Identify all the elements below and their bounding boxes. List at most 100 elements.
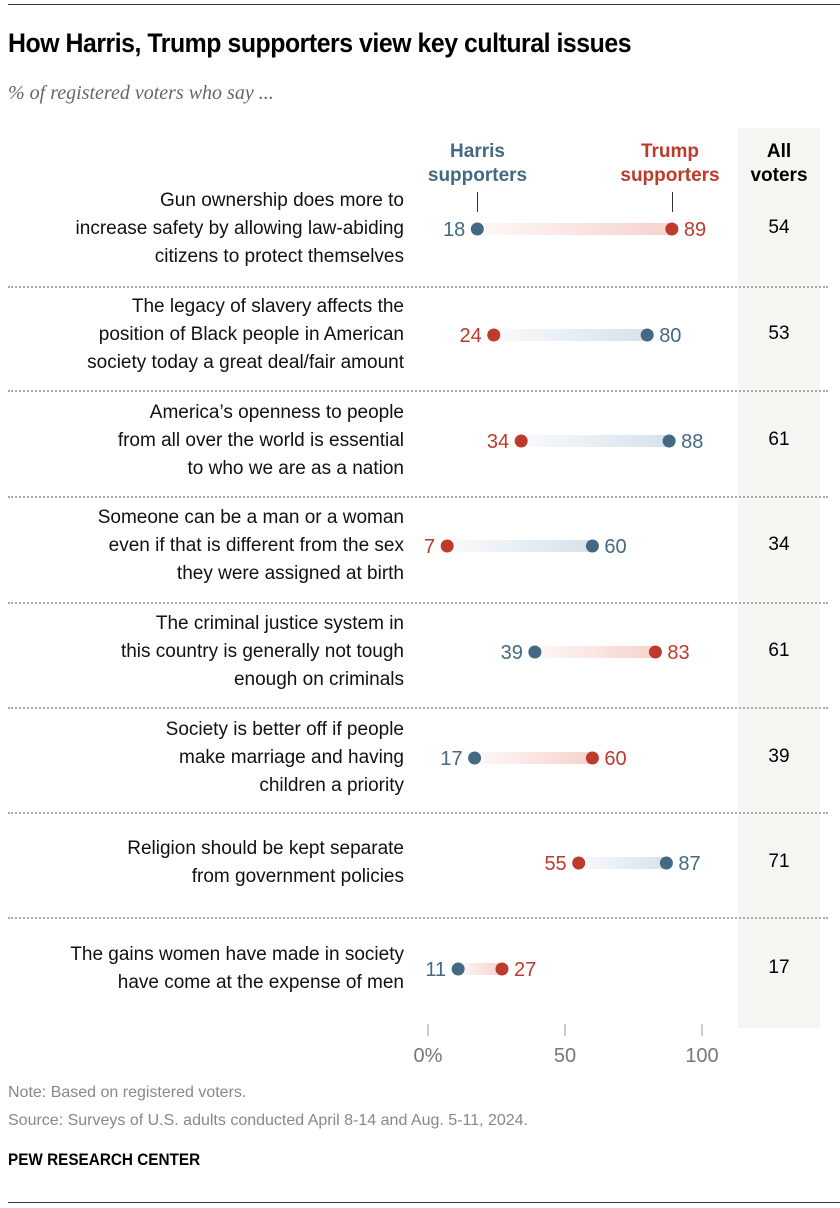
trump-value-label: 24 bbox=[460, 325, 482, 347]
footer-source: Source: Surveys of U.S. adults conducted… bbox=[8, 1112, 529, 1129]
row-label-line: position of Black people in American bbox=[98, 324, 404, 345]
all-voters-value: 53 bbox=[768, 323, 790, 344]
all-voters-value: 54 bbox=[768, 217, 790, 238]
range-bar bbox=[493, 329, 648, 341]
harris-value-label: 18 bbox=[443, 219, 465, 241]
x-tick-label: 100 bbox=[685, 1045, 718, 1067]
row-separator bbox=[8, 602, 828, 604]
row-label-line: children a priority bbox=[259, 775, 404, 796]
harris-value-label: 80 bbox=[659, 325, 681, 347]
x-tick-label: 50 bbox=[554, 1045, 576, 1067]
row-label-line: Someone can be a man or a woman bbox=[97, 507, 404, 528]
row-label: Someone can be a man or a woman even if t… bbox=[0, 504, 404, 588]
row-label-line: this country is generally not tough bbox=[120, 641, 404, 662]
bottom-rule bbox=[8, 1202, 840, 1203]
all-header-line1: All bbox=[766, 141, 792, 162]
row-label: Society is better off if people make marr… bbox=[0, 716, 404, 800]
row-label-line: The criminal justice system in bbox=[155, 613, 404, 634]
range-bar bbox=[477, 223, 672, 235]
range-bar bbox=[447, 540, 593, 552]
range-bar bbox=[534, 646, 656, 658]
trump-dot bbox=[487, 328, 501, 342]
row-label-line: even if that is different from the sex bbox=[108, 535, 404, 556]
harris-dot bbox=[451, 962, 465, 976]
row-label-line: citizens to protect themselves bbox=[154, 246, 404, 267]
row-label-line: Religion should be kept separate bbox=[127, 838, 404, 859]
row-label-line: The gains women have made in society bbox=[70, 944, 404, 965]
trump-header-line2: supporters bbox=[620, 165, 720, 186]
chart-subtitle: % of registered voters who say ... bbox=[8, 82, 274, 104]
harris-value-label: 60 bbox=[604, 536, 626, 558]
harris-header: Harris supporters bbox=[405, 140, 550, 188]
harris-header-line2: supporters bbox=[427, 165, 528, 186]
row-label-line: make marriage and having bbox=[179, 747, 404, 768]
row-separator bbox=[8, 390, 828, 392]
harris-value-label: 88 bbox=[681, 431, 703, 453]
row-label-line: The legacy of slavery affects the bbox=[131, 296, 404, 317]
trump-dot bbox=[495, 962, 509, 976]
row-label-line: society today a great deal/fair amount bbox=[87, 352, 404, 373]
harris-value-label: 17 bbox=[440, 748, 462, 770]
harris-value-label: 11 bbox=[425, 959, 446, 981]
harris-dot bbox=[528, 645, 542, 659]
harris-header-line1: Harris bbox=[450, 141, 505, 162]
row-separator bbox=[8, 917, 828, 919]
harris-dot bbox=[662, 434, 676, 448]
trump-dot bbox=[514, 434, 528, 448]
row-label-line: from all over the world is essential bbox=[117, 430, 404, 451]
trump-value-label: 89 bbox=[684, 219, 706, 241]
footer-note: Note: Based on registered voters. bbox=[8, 1084, 247, 1101]
trump-dot bbox=[648, 645, 662, 659]
row-label: Gun ownership does more to increase safet… bbox=[0, 187, 404, 271]
harris-dot bbox=[659, 856, 673, 870]
row-label-line: Society is better off if people bbox=[165, 719, 404, 740]
row-label: The criminal justice system in this count… bbox=[0, 610, 404, 694]
all-voters-value: 39 bbox=[768, 746, 790, 767]
harris-leader-line bbox=[477, 192, 478, 212]
row-label-line: they were assigned at birth bbox=[176, 563, 404, 584]
harris-dot bbox=[640, 328, 654, 342]
harris-value-label: 87 bbox=[678, 853, 700, 875]
trump-value-label: 27 bbox=[514, 959, 536, 981]
all-voters-value: 61 bbox=[768, 640, 790, 661]
all-header-line2: voters bbox=[750, 165, 808, 186]
all-voters-value: 17 bbox=[768, 957, 790, 978]
trump-value-label: 83 bbox=[667, 642, 689, 664]
range-bar bbox=[458, 963, 502, 975]
row-label-line: Gun ownership does more to bbox=[160, 190, 404, 211]
row-label-line: have come at the expense of men bbox=[117, 972, 404, 993]
row-label-line: increase safety by allowing law-abiding bbox=[75, 218, 404, 239]
range-bar bbox=[578, 857, 667, 869]
trump-dot bbox=[572, 856, 586, 870]
all-voters-value: 71 bbox=[768, 851, 790, 872]
trump-value-label: 55 bbox=[544, 853, 566, 875]
trump-header: Trump supporters bbox=[600, 140, 740, 188]
harris-dot bbox=[468, 751, 482, 765]
range-bar bbox=[474, 752, 593, 764]
trump-value-label: 34 bbox=[487, 431, 509, 453]
all-voters-column-bg bbox=[738, 128, 820, 1028]
trump-value-label: 7 bbox=[424, 536, 435, 558]
trump-dot bbox=[585, 751, 599, 765]
row-separator bbox=[8, 286, 828, 288]
trump-header-line1: Trump bbox=[640, 141, 700, 162]
harris-value-label: 39 bbox=[501, 642, 523, 664]
harris-dot bbox=[470, 222, 484, 236]
trump-value-label: 60 bbox=[604, 748, 626, 770]
row-separator bbox=[8, 496, 828, 498]
trump-dot bbox=[440, 539, 454, 553]
row-separator bbox=[8, 812, 828, 814]
row-label-line: America’s openness to people bbox=[149, 402, 404, 423]
row-label: Religion should be kept separate from gov… bbox=[0, 835, 404, 891]
row-label-line: from government policies bbox=[191, 866, 404, 887]
row-label: The gains women have made in society have… bbox=[0, 941, 404, 997]
row-separator bbox=[8, 707, 828, 709]
row-label-line: enough on criminals bbox=[233, 669, 404, 690]
x-tick-label: 0% bbox=[414, 1045, 443, 1067]
harris-dot bbox=[585, 539, 599, 553]
trump-leader-line bbox=[672, 192, 673, 212]
top-rule bbox=[8, 4, 840, 5]
chart-title: How Harris, Trump supporters view key cu… bbox=[8, 28, 632, 58]
all-voters-value: 34 bbox=[768, 534, 790, 555]
